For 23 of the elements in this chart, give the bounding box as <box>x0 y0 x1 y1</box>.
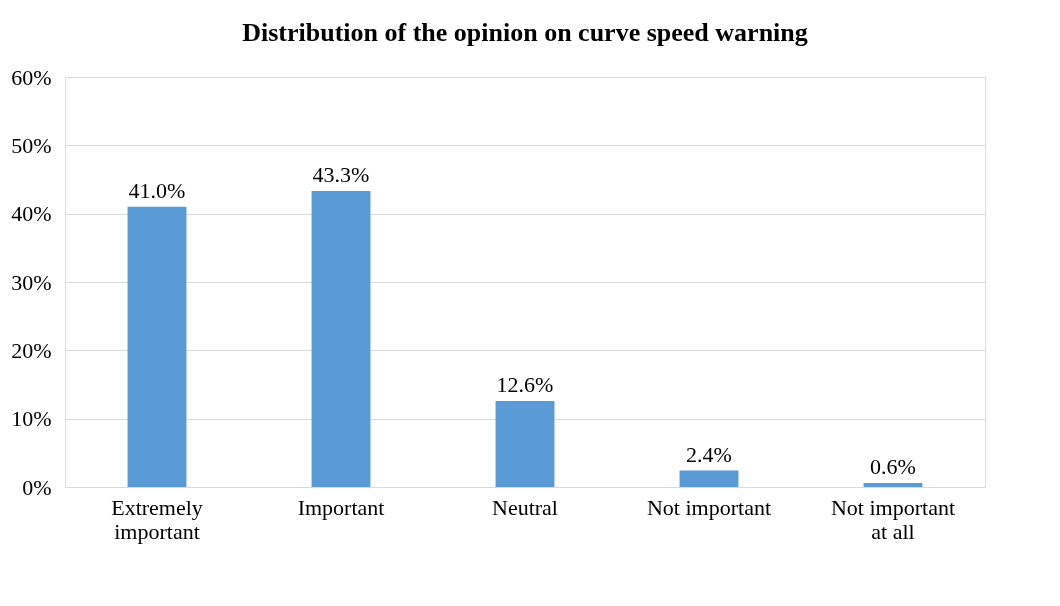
x-tick-label: Extremely important <box>111 494 203 544</box>
bar <box>311 191 371 487</box>
y-tick-label: 40% <box>11 201 52 227</box>
data-label: 43.3% <box>312 162 370 188</box>
data-label: 2.4% <box>686 441 732 467</box>
data-label: 41.0% <box>128 177 186 203</box>
y-tick-label: 20% <box>11 337 52 363</box>
y-tick-label: 0% <box>22 474 52 500</box>
bar <box>863 482 923 487</box>
x-tick-label: Neutral <box>492 494 558 520</box>
y-tick-label: 30% <box>11 269 52 295</box>
bar <box>679 470 739 487</box>
y-tick-label: 60% <box>11 64 52 90</box>
y-tick-label: 50% <box>11 132 52 158</box>
y-tick-label: 10% <box>11 406 52 432</box>
x-tick-label: Not important at all <box>830 494 956 544</box>
data-label: 12.6% <box>496 371 554 397</box>
chart-title: Distribution of the opinion on curve speed warning <box>242 18 808 47</box>
bar <box>127 206 187 487</box>
x-tick-label: Not important <box>646 494 772 520</box>
data-label: 0.6% <box>870 453 916 479</box>
x-tick-label: Important <box>297 494 385 520</box>
bar <box>495 400 555 487</box>
